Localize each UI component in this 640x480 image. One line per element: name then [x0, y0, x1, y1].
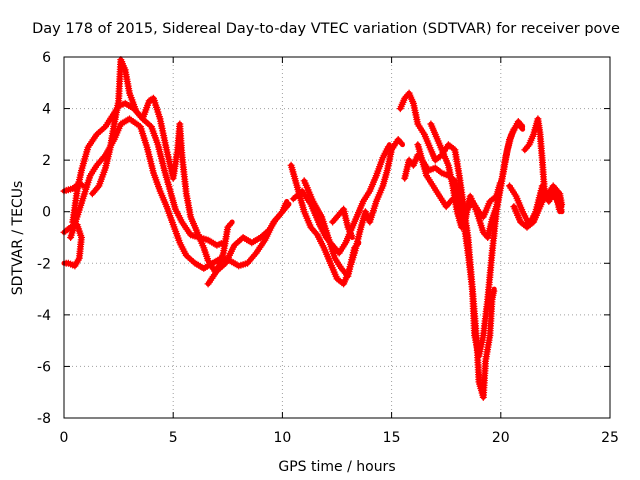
y-axis-label: SDTVAR / TECUs [10, 181, 26, 296]
y-tick-label: -2 [37, 256, 51, 272]
x-tick-label: 15 [383, 430, 401, 446]
plot-frame [63, 56, 611, 419]
y-tick-label: 0 [42, 205, 51, 221]
x-tick-label: 0 [60, 430, 69, 446]
y-tick-label: 2 [42, 153, 51, 169]
x-tick-label: 20 [492, 430, 510, 446]
y-tick-label: -6 [37, 359, 51, 375]
plus-markers [521, 115, 563, 213]
plus-markers [88, 56, 235, 275]
y-tick-label: -8 [37, 411, 51, 427]
series-9 [329, 205, 355, 240]
y-tick-label: -4 [37, 308, 51, 324]
data-series [60, 56, 566, 401]
plus-markers [427, 118, 525, 241]
chart-title: Day 178 of 2015, Sidereal Day-to-day VTE… [32, 21, 620, 37]
series-16 [521, 115, 563, 215]
x-tick-label: 5 [169, 430, 178, 446]
plus-markers [300, 177, 361, 280]
x-tick-label: 10 [273, 430, 291, 446]
y-tick-label: 4 [42, 102, 51, 118]
series-5 [204, 201, 292, 288]
series-8 [300, 177, 362, 280]
plus-markers [414, 141, 504, 221]
plus-markers [329, 205, 355, 239]
x-axis-label: GPS time / hours [278, 459, 395, 475]
axis-ticks: 0 5 10 15 20 25 -8 -6 -4 -2 0 2 4 6 [37, 50, 619, 446]
series-13 [414, 141, 504, 221]
series-12 [427, 118, 526, 241]
x-tick-label: 25 [601, 430, 619, 446]
plus-markers [204, 202, 292, 288]
y-tick-label: 6 [42, 50, 51, 66]
series-4 [88, 56, 235, 275]
